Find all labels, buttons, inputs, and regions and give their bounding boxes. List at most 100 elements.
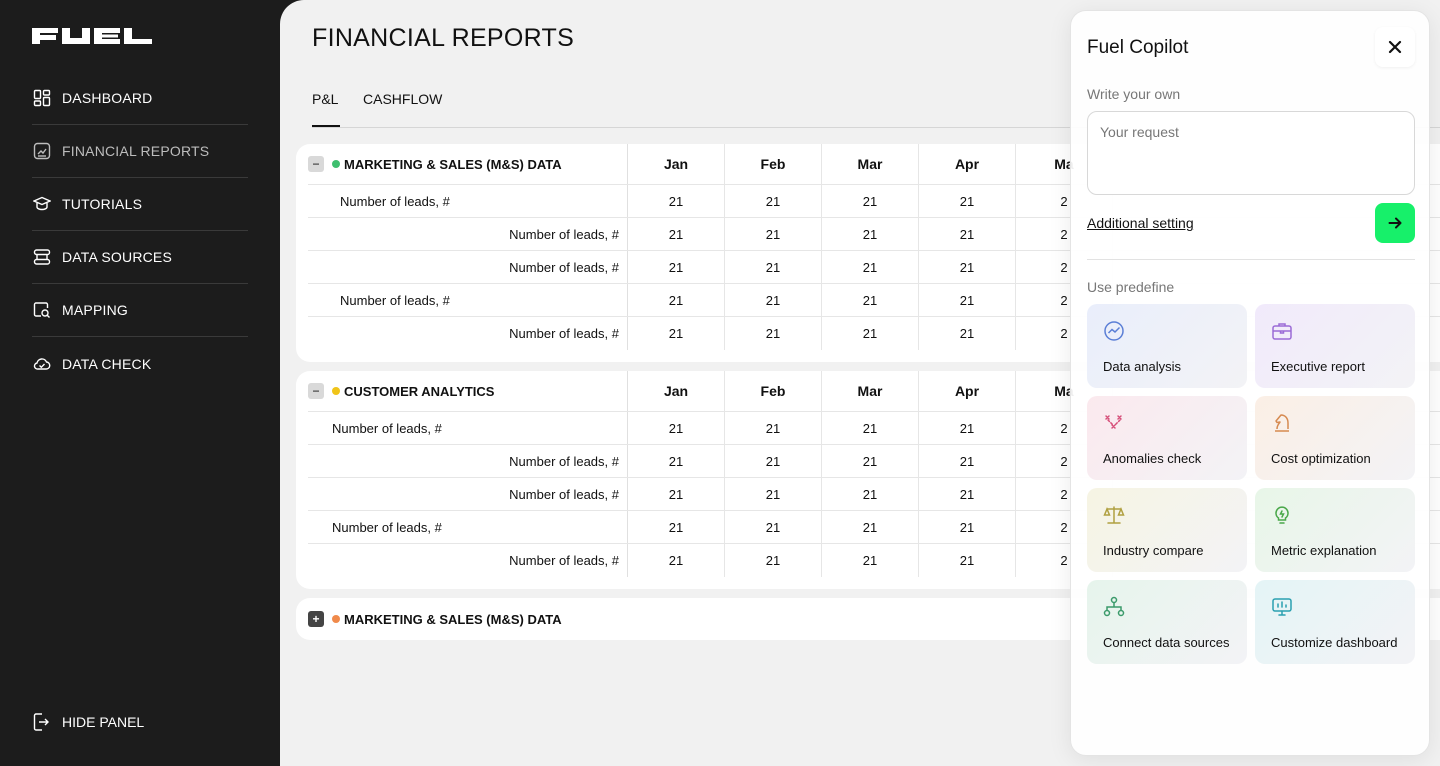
table-cell[interactable]: 21 [822,478,919,510]
briefcase-icon [1272,323,1292,340]
copilot-title: Fuel Copilot [1087,37,1189,58]
sidebar-item-label: FINANCIAL REPORTS [62,143,210,159]
table-cell[interactable]: 21 [628,511,725,543]
table-cell[interactable]: 21 [628,185,725,217]
table-cell[interactable]: 21 [725,511,822,543]
table-cell[interactable]: 21 [919,317,1016,350]
tab-cashflow[interactable]: CASHFLOW [363,91,443,107]
collapse-toggle-button[interactable]: − [308,383,324,399]
table-cell[interactable]: 21 [822,317,919,350]
table-row: Number of leads, # 21 21 21 21 2 [308,251,1440,284]
tile-anomalies-check[interactable]: Anomalies check [1087,396,1247,480]
sidebar-item-financial-reports[interactable]: FINANCIAL REPORTS [32,125,248,178]
send-button[interactable] [1375,203,1415,243]
status-dot [332,387,340,395]
table-cell[interactable]: 21 [628,478,725,510]
tile-industry-compare[interactable]: Industry compare [1087,488,1247,572]
report-tabs: P&L CASHFLOW [312,88,1440,128]
table-row: Number of leads, # 21 21 21 21 2 [308,185,1440,218]
status-dot [332,615,340,623]
mapping-icon [32,300,52,320]
chess-knight-icon [1275,414,1289,432]
hierarchy-icon [1103,596,1125,617]
table-cell[interactable]: 21 [919,218,1016,250]
table-cell[interactable]: 21 [822,251,919,283]
sidebar-item-tutorials[interactable]: TUTORIALS [32,178,248,231]
table-cell[interactable]: 21 [919,412,1016,444]
request-input[interactable] [1087,111,1415,195]
tile-label: Metric explanation [1271,543,1377,558]
fuel-logo[interactable] [32,28,152,44]
table-cell[interactable]: 21 [725,218,822,250]
tile-label: Executive report [1271,359,1365,374]
expand-toggle-button[interactable]: + [308,611,324,627]
sidebar-item-dashboard[interactable]: DASHBOARD [32,72,248,125]
table-cell[interactable]: 21 [919,185,1016,217]
table-cell[interactable]: 21 [725,478,822,510]
table-cell[interactable]: 21 [628,412,725,444]
table-cell[interactable]: 21 [919,478,1016,510]
table-cell[interactable]: 21 [628,218,725,250]
table-cell[interactable]: 21 [628,284,725,316]
table-cell[interactable]: 21 [628,317,725,350]
table-cell[interactable]: 21 [822,218,919,250]
table-cell[interactable]: 21 [628,251,725,283]
section-title-cell: + MARKETING & SALES (M&S) DATA [308,598,628,640]
table-cell[interactable]: 21 [725,284,822,316]
table-cell[interactable]: 21 [822,445,919,477]
table-cell[interactable]: 21 [919,445,1016,477]
table-cell[interactable]: 21 [822,511,919,543]
sidebar-item-data-sources[interactable]: DATA SOURCES [32,231,248,284]
tab-pl[interactable]: P&L [312,91,339,107]
table-cell[interactable]: 21 [822,544,919,577]
anomalies-icon [1105,415,1122,429]
table-cell[interactable]: 21 [725,544,822,577]
close-button[interactable] [1375,27,1415,67]
tile-customize-dashboard[interactable]: Customize dashboard [1255,580,1415,664]
table-cell[interactable]: 21 [822,185,919,217]
tile-label: Customize dashboard [1271,635,1398,650]
month-header: Feb [725,371,822,411]
table-cell[interactable]: 21 [725,317,822,350]
month-header: Jan [628,144,725,184]
table-cell[interactable]: 21 [919,284,1016,316]
tile-connect-data-sources[interactable]: Connect data sources [1087,580,1247,664]
row-label: Number of leads, # [308,511,628,543]
cloud-check-icon [32,354,52,374]
table-cell[interactable]: 21 [628,445,725,477]
table-cell[interactable]: 21 [628,544,725,577]
month-header: Mar [822,371,919,411]
hide-panel-button[interactable]: HIDE PANEL [32,712,144,732]
table-cell[interactable]: 21 [822,412,919,444]
page-title: FINANCIAL REPORTS [312,24,575,52]
tile-executive-report[interactable]: Executive report [1255,304,1415,388]
exit-panel-icon [32,712,52,732]
sidebar-item-data-check[interactable]: DATA CHECK [32,337,248,390]
table-cell[interactable]: 21 [725,251,822,283]
tile-data-analysis[interactable]: Data analysis [1087,304,1247,388]
table-cell[interactable]: 21 [725,412,822,444]
table-cell[interactable]: 21 [919,511,1016,543]
collapse-toggle-button[interactable]: − [308,156,324,172]
tile-metric-explanation[interactable]: Metric explanation [1255,488,1415,572]
sidebar-item-mapping[interactable]: MAPPING [32,284,248,337]
tile-label: Data analysis [1103,359,1182,374]
month-header: Feb [725,144,822,184]
table-cell[interactable]: 21 [919,251,1016,283]
table-row: Number of leads, # 21 21 21 21 2 [308,445,1440,478]
table-cell[interactable]: 21 [725,445,822,477]
table-row: Number of leads, # 21 21 21 21 2 [308,511,1440,544]
table-cell[interactable]: 21 [919,544,1016,577]
use-predefine-label: Use predefine [1087,279,1175,295]
table-cell[interactable]: 21 [725,185,822,217]
row-label: Number of leads, # [308,251,628,283]
section-header-row: + MARKETING & SALES (M&S) DATA [308,598,1440,640]
table-row: Number of leads, # 21 21 21 21 2 [308,544,1440,577]
close-icon [1388,40,1402,54]
additional-setting-link[interactable]: Additional setting [1087,215,1194,231]
tile-cost-optimization[interactable]: Cost optimization [1255,396,1415,480]
table-cell[interactable]: 21 [822,284,919,316]
section-header-row: − CUSTOMER ANALYTICS Jan Feb Mar Apr Ma [308,371,1440,412]
presentation-icon [1272,598,1292,616]
chart-analysis-icon [1104,321,1124,341]
